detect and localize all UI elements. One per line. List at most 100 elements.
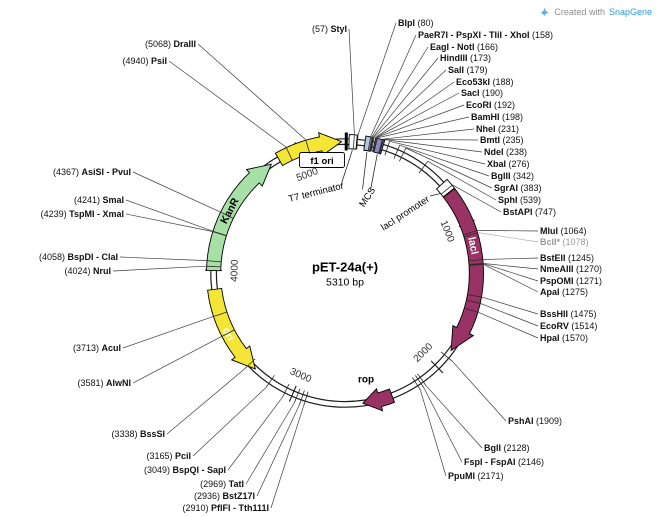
site-callout-line (357, 22, 397, 135)
site-tick (463, 230, 478, 236)
restriction-site-label[interactable]: SalI (179) (448, 65, 488, 75)
site-tick (469, 264, 484, 266)
restriction-site-label[interactable]: HpaI (1570) (540, 333, 589, 343)
site-tick (379, 139, 384, 154)
feature-label-line (370, 154, 378, 191)
feature-label-f1-ori: f1 ori (310, 156, 333, 167)
site-tick (285, 146, 293, 161)
restriction-site-label[interactable]: (3049) BspQI - SapI (143, 465, 226, 475)
plasmid-size: 5310 bp (326, 276, 364, 289)
restriction-site-label[interactable]: (4940) PsiI (122, 56, 167, 66)
site-callout-line (112, 265, 207, 272)
position-tick-label: 4000 (229, 259, 240, 282)
restriction-site-label[interactable]: MluI (1064) (540, 226, 587, 236)
site-tick (303, 391, 309, 406)
site-callout-line (383, 138, 479, 141)
site-tick (463, 232, 479, 238)
site-callout-line (419, 389, 447, 477)
site-callout-line (399, 144, 490, 177)
restriction-site-label[interactable]: FspI - FspAI (2146) (464, 457, 545, 467)
site-tick (440, 184, 453, 195)
site-tick (464, 307, 479, 313)
restriction-site-label[interactable]: (4241) SmaI (73, 195, 124, 205)
restriction-site-label[interactable]: SgrAI (383) (494, 183, 542, 193)
restriction-site-label[interactable]: (4239) TspMI - XmaI (40, 209, 124, 219)
restriction-site-label[interactable]: BglII (342) (491, 171, 535, 181)
feature-laci[interactable] (442, 187, 484, 352)
site-callout-line (270, 405, 305, 509)
restriction-site-label[interactable]: (4024) NruI (64, 266, 111, 276)
restriction-site-label[interactable]: BglI (2128) (484, 443, 530, 453)
restriction-site-label[interactable]: PspOMI (1271) (540, 276, 603, 286)
restriction-site-label[interactable]: (2969) TatI (200, 479, 244, 489)
site-callout-line (375, 92, 460, 138)
site-tick (417, 373, 427, 387)
restriction-site-label[interactable]: PaeR7I - PspXI - TliI - XhoI (158) (418, 30, 554, 40)
site-callout-line (132, 336, 222, 384)
restriction-site-label[interactable]: NheI (231) (476, 124, 520, 134)
restriction-site-label[interactable]: Eco53kI (188) (456, 77, 514, 87)
restriction-site-label[interactable]: BstAPI (747) (503, 207, 557, 217)
site-callout-line (452, 184, 502, 213)
feature-label-line (340, 150, 353, 186)
site-tick (305, 139, 311, 154)
site-tick (219, 211, 234, 219)
restriction-site-label[interactable]: (3165) PciI (146, 451, 191, 461)
site-tick (353, 134, 355, 150)
restriction-site-label[interactable]: (57) StyI (311, 24, 347, 34)
site-callout-line (477, 230, 539, 232)
restriction-site-label[interactable]: PpuMI (2171) (448, 471, 504, 481)
restriction-site-label[interactable]: NdeI (238) (484, 147, 528, 157)
site-tick (294, 388, 301, 403)
restriction-site-label[interactable]: (3581) AlwNI (77, 378, 131, 388)
restriction-site-label[interactable]: (2910) PflFI - Tth111I (182, 503, 269, 513)
feature-ori[interactable] (207, 287, 256, 370)
site-callout-line (481, 296, 539, 315)
site-tick (370, 137, 375, 152)
restriction-site-label[interactable]: PshAI (1909) (508, 416, 563, 426)
restriction-site-label[interactable]: BstEII (1245) (540, 253, 595, 263)
site-tick (369, 136, 374, 152)
snapgene-watermark: Created with SnapGene (539, 6, 652, 17)
feature-rop[interactable] (362, 387, 396, 412)
restriction-site-label[interactable]: (3713) AcuI (72, 343, 121, 353)
restriction-site-label[interactable]: SacI (190) (461, 88, 504, 98)
restriction-site-label[interactable]: (4058) BspDI - ClaI (38, 252, 118, 262)
watermark-text: Created with (554, 6, 605, 17)
feature-mcs[interactable] (363, 135, 374, 152)
restriction-site-label[interactable]: BlpI (80) (398, 18, 434, 28)
site-callout-line (405, 147, 493, 189)
restriction-site-label[interactable]: (4367) AsiSI - PvuI (52, 167, 131, 177)
restriction-site-label[interactable]: BssHII (1475) (540, 309, 597, 319)
site-callout-line (192, 387, 267, 457)
restriction-site-label[interactable]: EcoRV (1514) (540, 321, 598, 331)
plasmid-title-block: pET-24a(+) 5310 bp (312, 260, 378, 289)
site-callout-line (425, 385, 483, 449)
restriction-site-label[interactable]: HindIII (173) (440, 53, 492, 63)
site-callout-line (376, 104, 465, 138)
restriction-site-label[interactable]: NmeAIII (1270) (540, 264, 603, 274)
site-callout-line (452, 361, 507, 422)
restriction-site-label[interactable]: SphI (539) (498, 195, 542, 205)
feature-label-line (429, 193, 441, 197)
site-callout-line (348, 28, 355, 135)
feature-t7-terminator[interactable] (348, 134, 358, 150)
site-tick (282, 383, 290, 398)
restriction-site-label[interactable]: EagI - NotI (166) (430, 42, 499, 52)
restriction-site-label[interactable]: (5068) DraIII (144, 39, 196, 49)
site-tick (368, 136, 373, 152)
restriction-site-label[interactable]: XbaI (276) (487, 159, 530, 169)
restriction-site-label[interactable]: BclI* (1078) (540, 237, 589, 247)
site-tick (367, 136, 372, 151)
site-tick (378, 139, 383, 154)
restriction-site-label[interactable]: ApaI (1275) (540, 287, 589, 297)
restriction-site-label[interactable]: EcoRI (192) (466, 100, 516, 110)
position-tick (430, 360, 444, 374)
feature-label-ori: ori (220, 325, 237, 343)
restriction-site-label[interactable]: (3338) BssSI (111, 429, 165, 439)
snapgene-brand-link[interactable]: SnapGene (608, 6, 652, 17)
restriction-site-label[interactable]: BmtI (235) (480, 135, 524, 145)
restriction-site-label[interactable]: (2936) BstZ17I (193, 491, 255, 501)
site-tick (440, 351, 453, 362)
restriction-site-label[interactable]: BamHI (198) (471, 112, 524, 122)
